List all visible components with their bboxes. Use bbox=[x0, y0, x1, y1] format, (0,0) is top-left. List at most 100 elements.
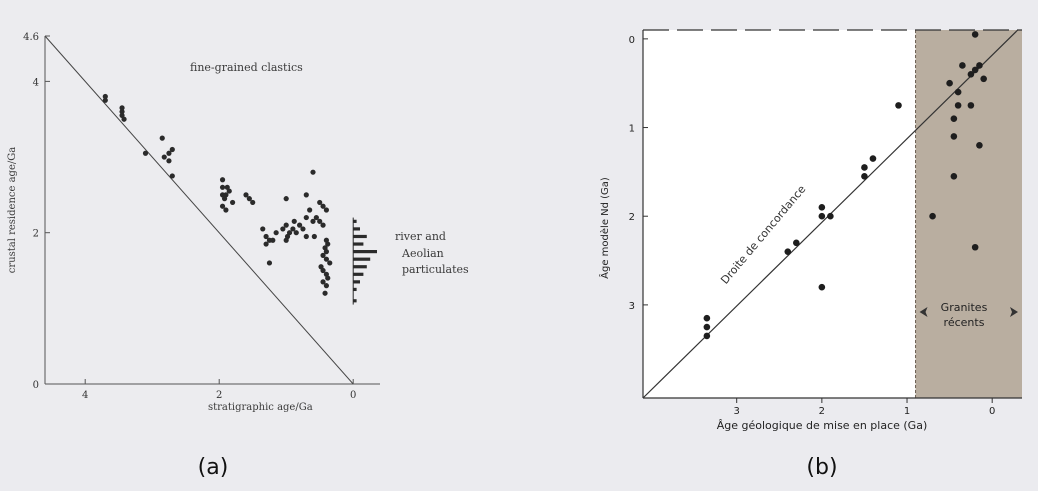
panel-a-data-point bbox=[243, 192, 249, 198]
panel-b-data-point bbox=[980, 75, 987, 83]
panel-b-data-point bbox=[869, 155, 877, 162]
panel-a-y-tick-label: 4 bbox=[33, 77, 39, 88]
panel-a-annotation-aeolian: Aeolian bbox=[401, 247, 444, 260]
panel-a-y-label: crustal residence age/Ga bbox=[7, 147, 18, 273]
panel-a-data-point bbox=[159, 135, 165, 141]
panel-a-y-tick-label: 0 bbox=[33, 380, 39, 391]
panel-a-histogram-bar bbox=[353, 280, 360, 284]
panel-b-data-point bbox=[818, 283, 826, 291]
panel-a-data-point bbox=[280, 226, 286, 232]
panel-b-x-tick-label: 0 bbox=[989, 406, 995, 417]
panel-b-annotation-granites: Granites bbox=[941, 301, 988, 314]
panel-a-data-point bbox=[263, 241, 269, 247]
panel-a-data-point bbox=[226, 188, 232, 194]
panel-label-a: (a) bbox=[198, 455, 229, 480]
panel-b-x-label: Âge géologique de mise en place (Ga) bbox=[717, 419, 927, 432]
panel-b-data-point bbox=[895, 102, 902, 109]
panel-b-y-tick-label: 0 bbox=[629, 35, 635, 46]
panel-a-data-point bbox=[142, 150, 149, 156]
panel-b-data-point bbox=[946, 79, 953, 87]
panel-a-data-point bbox=[313, 214, 319, 221]
panel-a-histogram bbox=[352, 217, 377, 305]
panel-a-data-point bbox=[119, 105, 125, 111]
panel-a-histogram-bar bbox=[353, 242, 364, 246]
panel-a-data-point bbox=[230, 199, 236, 206]
panel-a-data-point bbox=[169, 173, 175, 179]
panel-b-data-point bbox=[818, 212, 826, 220]
panel-b-data-point bbox=[793, 239, 800, 247]
panel-b-data-point bbox=[967, 102, 975, 109]
panel-a-data-point bbox=[161, 154, 167, 160]
panel-a-data-point bbox=[286, 230, 293, 236]
panel-a-data-point bbox=[291, 218, 297, 224]
panel-a-histogram-bar bbox=[353, 299, 357, 303]
panel-a-data-point bbox=[250, 199, 256, 206]
panel-a-data-point bbox=[283, 237, 289, 243]
panel-a-data-point bbox=[102, 97, 108, 103]
panel-a-data-point bbox=[219, 177, 226, 183]
panel-a-data-point bbox=[297, 222, 303, 228]
panel-a-data-point bbox=[317, 218, 323, 224]
panel-a-x-label: stratigraphic age/Ga bbox=[208, 402, 313, 413]
panel-a-data-point bbox=[273, 230, 279, 236]
panel-a-points bbox=[102, 93, 333, 296]
panel-a-annotation-river: river and bbox=[395, 230, 446, 243]
panel-b-range-arrow-right bbox=[1010, 307, 1018, 317]
panel-a-data-point bbox=[169, 146, 175, 153]
panel-a-data-point bbox=[121, 116, 127, 122]
panel-a-data-point bbox=[325, 241, 331, 247]
panel-b-data-point bbox=[950, 115, 958, 122]
panel-a-data-point bbox=[219, 184, 226, 190]
panel-b-y-tick-label: 2 bbox=[629, 212, 635, 223]
panel-b-data-point bbox=[703, 314, 711, 322]
panel-a-data-point bbox=[325, 275, 331, 281]
panel-a-data-point bbox=[320, 203, 326, 209]
panel-a-data-point bbox=[303, 214, 309, 221]
panel-a-x-tick-label: 0 bbox=[350, 390, 356, 401]
panel-a-data-point bbox=[263, 233, 269, 240]
panel-a-data-point bbox=[270, 237, 276, 243]
panel-a-data-point bbox=[323, 256, 329, 262]
panel-b-data-point bbox=[827, 212, 834, 220]
panel-b-data-point bbox=[976, 141, 983, 149]
panel-a-data-point bbox=[303, 192, 309, 198]
panel-b-x-tick-label: 3 bbox=[733, 406, 739, 417]
panel-b-data-point bbox=[818, 204, 826, 211]
panel-b-data-point bbox=[971, 66, 979, 74]
panel-b-x-tick-label: 1 bbox=[904, 406, 910, 417]
panel-b-data-point bbox=[784, 248, 792, 255]
panel-a-data-point bbox=[320, 222, 326, 228]
panel-a-data-point bbox=[323, 249, 329, 255]
panel-a-x-tick-label: 2 bbox=[216, 390, 222, 401]
panel-a-data-point bbox=[119, 109, 125, 115]
panel-a-data-point bbox=[322, 290, 328, 296]
panel-b-data-point bbox=[954, 88, 962, 96]
panel-a-histogram-bar bbox=[353, 219, 357, 223]
panel-a-histogram-bar bbox=[353, 272, 364, 276]
panel-a-reference-line bbox=[44, 35, 354, 385]
panel-a-data-point bbox=[310, 169, 316, 175]
panel-b-data-point bbox=[950, 133, 958, 140]
panel-a-data-point bbox=[303, 233, 309, 240]
panel-b-data-point bbox=[950, 173, 958, 180]
panel-b-data-point bbox=[861, 173, 868, 180]
panel-a-data-point bbox=[323, 283, 329, 289]
panel-b-data-point bbox=[971, 243, 979, 251]
panel-a-data-point bbox=[290, 226, 296, 232]
panel-b-data-point bbox=[703, 323, 711, 331]
panel-a-data-point bbox=[293, 230, 299, 236]
panel-a-data-point bbox=[323, 207, 329, 213]
panel-b-points bbox=[703, 31, 987, 340]
panel-a-histogram-bar bbox=[353, 227, 360, 231]
panel-b-data-point bbox=[959, 62, 966, 69]
panel-a-data-point bbox=[102, 93, 108, 100]
panel-a-histogram-bar bbox=[353, 250, 377, 254]
panel-b-data-point bbox=[954, 102, 962, 109]
panel-a-y-tick-label: 4.6 bbox=[23, 32, 39, 43]
panel-a-data-point bbox=[223, 207, 229, 213]
panel-a-histogram-bar bbox=[353, 257, 371, 261]
panel-a-data-point bbox=[266, 260, 273, 266]
panel-a-data-point bbox=[327, 260, 333, 266]
panel-a-data-point bbox=[283, 222, 289, 228]
